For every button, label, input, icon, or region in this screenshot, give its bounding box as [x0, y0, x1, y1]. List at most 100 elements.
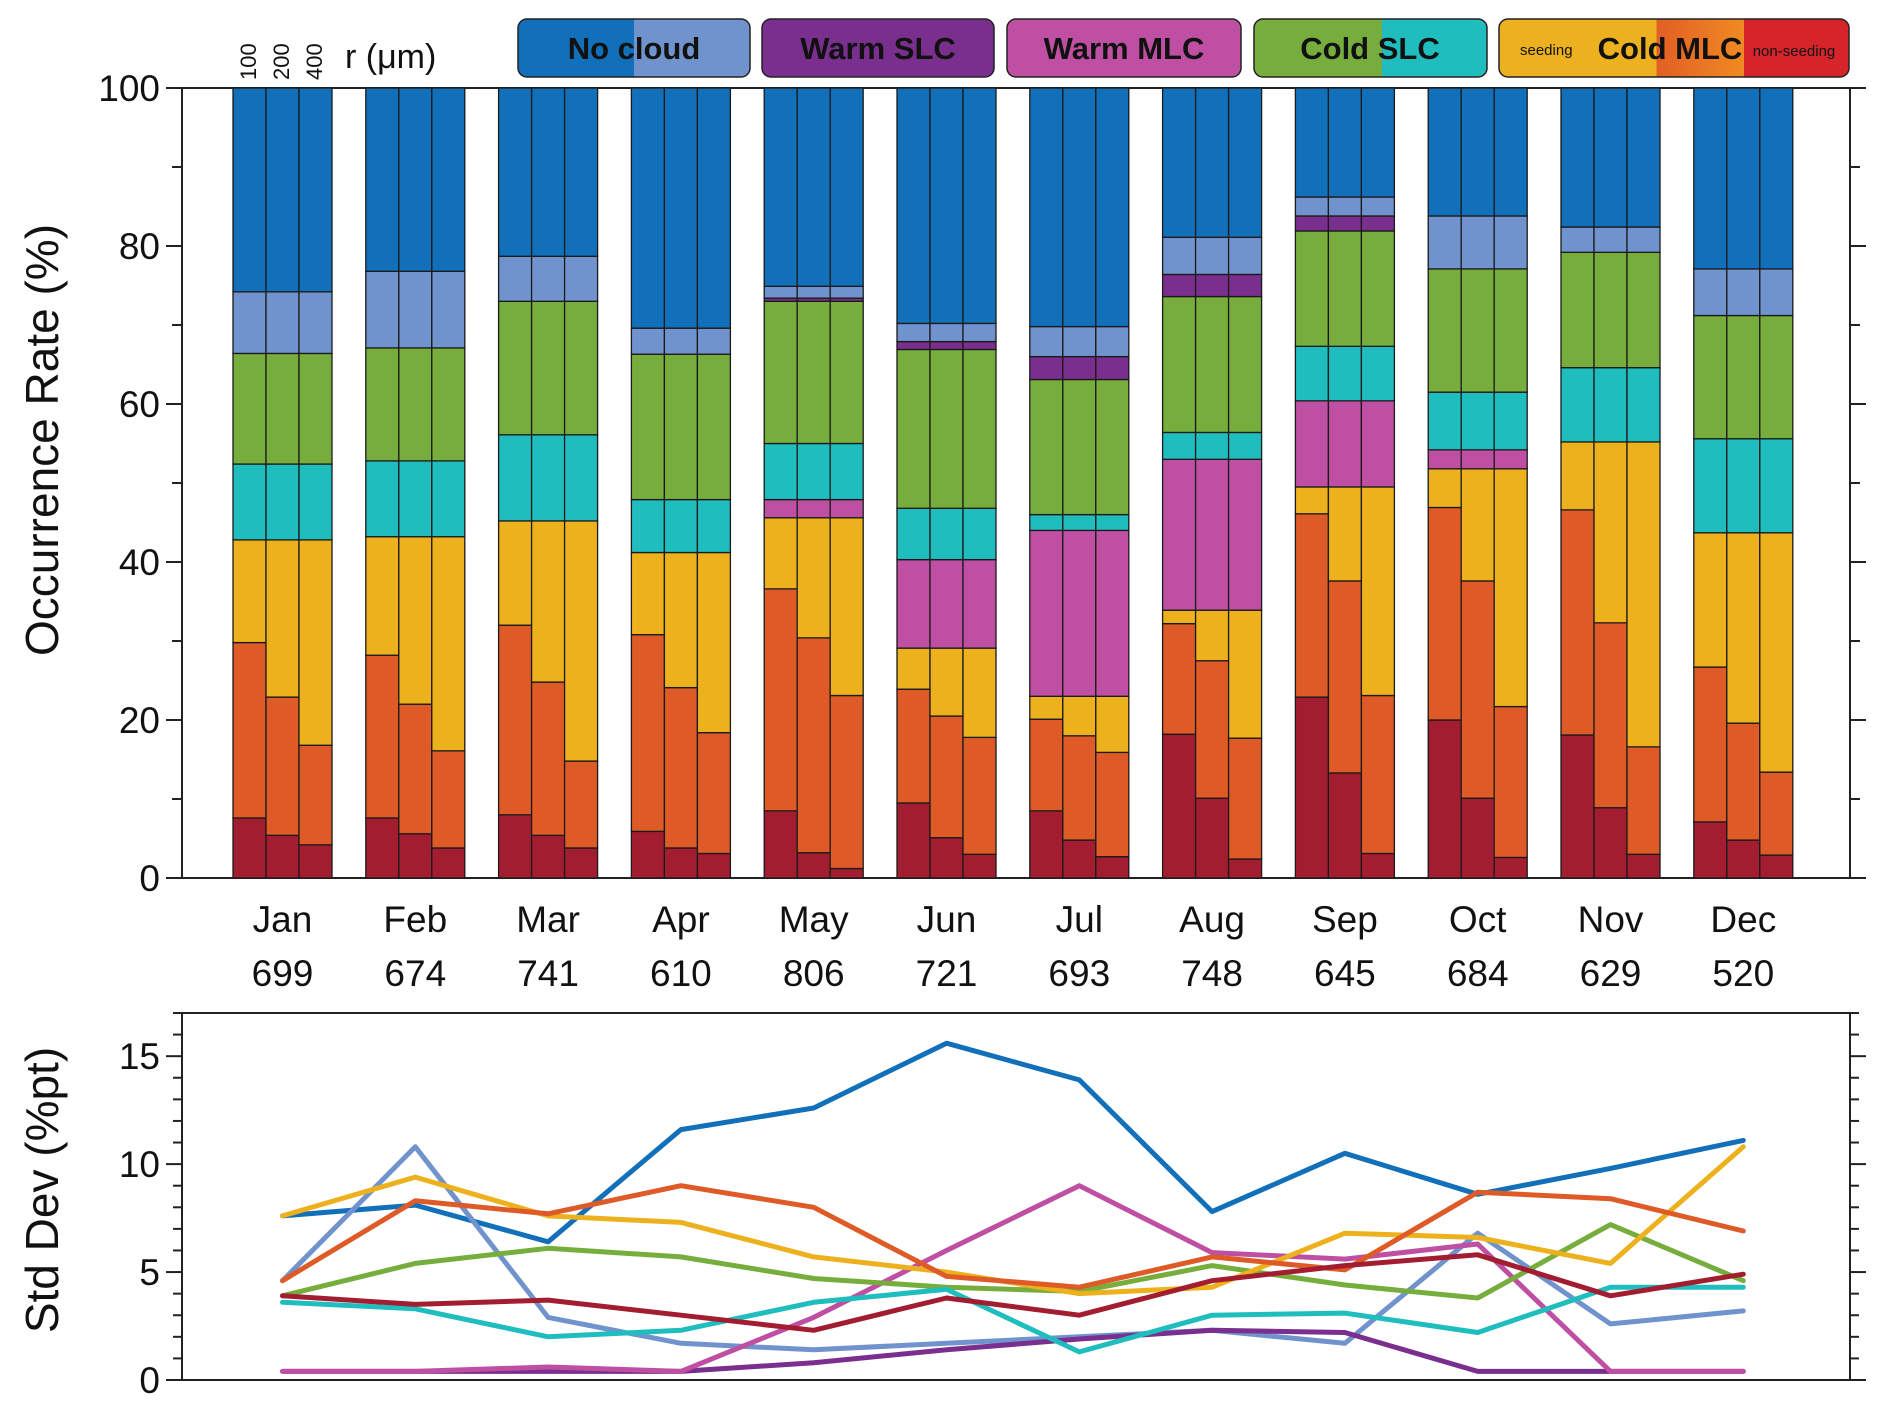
bar-segment-cold_mlc_nonseeding [929, 837, 964, 879]
bar-segment-no_cloud_light [1194, 236, 1230, 276]
bar-segment-cold_mlc_nonseeding [1759, 854, 1794, 879]
x-tick-month-label: Jun [917, 899, 977, 940]
bar-segment-warm_slc [1327, 215, 1363, 232]
bar-segment-cold_slc_liquid [929, 348, 964, 509]
bar-segment-no_cloud [1726, 87, 1761, 270]
bar-group-apr [630, 87, 732, 879]
bar-segment-cold_mlc_seeding [1360, 486, 1396, 697]
bar-segment-cold_mlc_nonseeding [1294, 696, 1330, 879]
bar-segment-cold_mlc_nonseeding [1593, 807, 1628, 879]
bar-segment-warm_mlc [962, 558, 997, 649]
bar-segment-cold_mlc_partial [796, 637, 831, 854]
bar-segment-warm_slc [1161, 273, 1197, 298]
bar-segment-cold_mlc_partial [630, 634, 666, 833]
bar-segment-no_cloud_light [265, 291, 300, 355]
bar-segment-cold_mlc_nonseeding [431, 847, 466, 879]
legend-label-warm-mlc: Warm MLC [1044, 31, 1205, 66]
x-tick-count-label: 806 [783, 953, 845, 994]
bar-segment-cold_mlc_partial [1693, 666, 1728, 823]
bar-segment-no_cloud [630, 87, 666, 329]
legend-warm-slc: Warm SLC [761, 18, 995, 78]
bar-segment-warm_slc [1227, 273, 1263, 298]
bar-segment-no_cloud [563, 87, 599, 257]
bar-segment-cold_slc_ice [365, 460, 400, 538]
x-tick-month-label: Oct [1449, 899, 1507, 940]
bar-segment-warm_slc [929, 340, 964, 351]
bar-segment-cold_slc_ice [1427, 391, 1462, 451]
r-tick-100: 100 [236, 43, 261, 80]
bar-segment-no_cloud_light [696, 327, 732, 355]
series-line-no-cloud [280, 1040, 1746, 1245]
bar-segment-no_cloud_light [431, 270, 466, 349]
bar-segment-cold_slc_liquid [298, 352, 333, 465]
bar-segment-warm_mlc [1194, 458, 1230, 611]
bar-segment-no_cloud_light [1593, 226, 1628, 253]
bar-segment-cold_slc_liquid [1062, 378, 1097, 516]
bar-segment-no_cloud [1327, 87, 1363, 198]
series-line-warm-mlc [280, 1183, 1746, 1374]
bar-segment-cold_mlc_partial [763, 588, 798, 812]
bar-segment-cold_mlc_seeding [398, 536, 433, 705]
top-y-tick-label: 60 [119, 384, 160, 425]
bar-segment-no_cloud [298, 87, 333, 293]
top-y-tick-label: 20 [119, 700, 160, 741]
bar-segment-cold_mlc_partial [1493, 705, 1528, 859]
bar-segment-no_cloud_light [1427, 215, 1462, 270]
bar-group-dec [1693, 87, 1794, 879]
bar-segment-cold_slc_liquid [1726, 314, 1761, 440]
bar-segment-cold_mlc_nonseeding [962, 853, 997, 879]
bar-segment-cold_mlc_nonseeding [365, 817, 400, 879]
bar-segment-cold_mlc_seeding [431, 536, 466, 752]
legend-label-no-cloud: No cloud [568, 31, 701, 66]
radius-label: r (μm) [345, 38, 436, 76]
bar-segment-cold_slc_liquid [365, 347, 400, 462]
x-tick-month-label: Dec [1710, 899, 1776, 940]
bar-segment-cold_mlc_nonseeding [1726, 839, 1761, 879]
series-line-no-cloud-light- [280, 1144, 1746, 1353]
bar-segment-warm_slc [1294, 215, 1330, 232]
bar-segment-cold_mlc_nonseeding [1161, 733, 1197, 879]
bar-segment-cold_mlc_nonseeding [829, 867, 864, 879]
x-tick-count-label: 699 [252, 953, 314, 994]
bar-segment-no_cloud_light [398, 270, 433, 349]
bar-segment-warm_mlc [1427, 449, 1462, 470]
top-y-tick-label: 80 [119, 226, 160, 267]
bar-segment-no_cloud_light [630, 327, 666, 355]
bar-segment-warm_mlc [1029, 529, 1064, 697]
bar-segment-cold_mlc_partial [1759, 771, 1794, 856]
bar-segment-no_cloud_light [763, 285, 798, 299]
legend: No cloud Warm SLC Warm MLC Cold SLC seed… [517, 18, 1850, 78]
bar-segment-no_cloud_light [1759, 268, 1794, 317]
legend-swatch-warm-slc [761, 18, 995, 78]
bar-segment-cold_mlc_seeding [696, 551, 732, 734]
bar-segment-no_cloud [663, 87, 699, 329]
bar-segment-warm_mlc [1062, 529, 1097, 697]
bar-segment-cold_mlc_partial [1360, 694, 1396, 855]
top-y-tick-label: 0 [139, 858, 160, 899]
bar-segment-cold_slc_ice [929, 507, 964, 561]
bar-segment-cold_mlc_seeding [298, 539, 333, 746]
bar-segment-no_cloud_light [829, 285, 864, 299]
bar-segment-no_cloud_light [1029, 325, 1064, 358]
bar-segment-warm_slc [1029, 355, 1064, 381]
bar-segment-cold_mlc_nonseeding [696, 852, 732, 879]
bar-segment-cold_mlc_nonseeding [530, 834, 566, 879]
bar-segment-cold_slc_ice [497, 434, 533, 522]
bar-segment-no_cloud [497, 87, 533, 257]
bar-segment-no_cloud_light [232, 291, 267, 355]
x-tick-month-label: Feb [383, 899, 447, 940]
bar-group-sep [1294, 87, 1396, 879]
bar-segment-cold_mlc_partial [1427, 506, 1462, 721]
bottom-chart: 0 5 10 15 [119, 1012, 1866, 1401]
bar-segment-cold_mlc_seeding [232, 539, 267, 644]
bar-segment-cold_mlc_seeding [365, 536, 400, 656]
bar-segment-no_cloud [1493, 87, 1528, 217]
bar-segment-cold_slc_liquid [1759, 314, 1794, 440]
bar-segment-cold_slc_ice [630, 498, 666, 554]
bar-segment-no_cloud_light [1460, 215, 1495, 270]
bar-segment-cold_mlc_partial [1726, 722, 1761, 841]
bar-segment-no_cloud [1294, 87, 1330, 198]
bar-group-oct [1427, 87, 1528, 879]
legend-note-seeding: seeding [1520, 42, 1573, 59]
bar-segment-cold_mlc_seeding [1593, 441, 1628, 624]
